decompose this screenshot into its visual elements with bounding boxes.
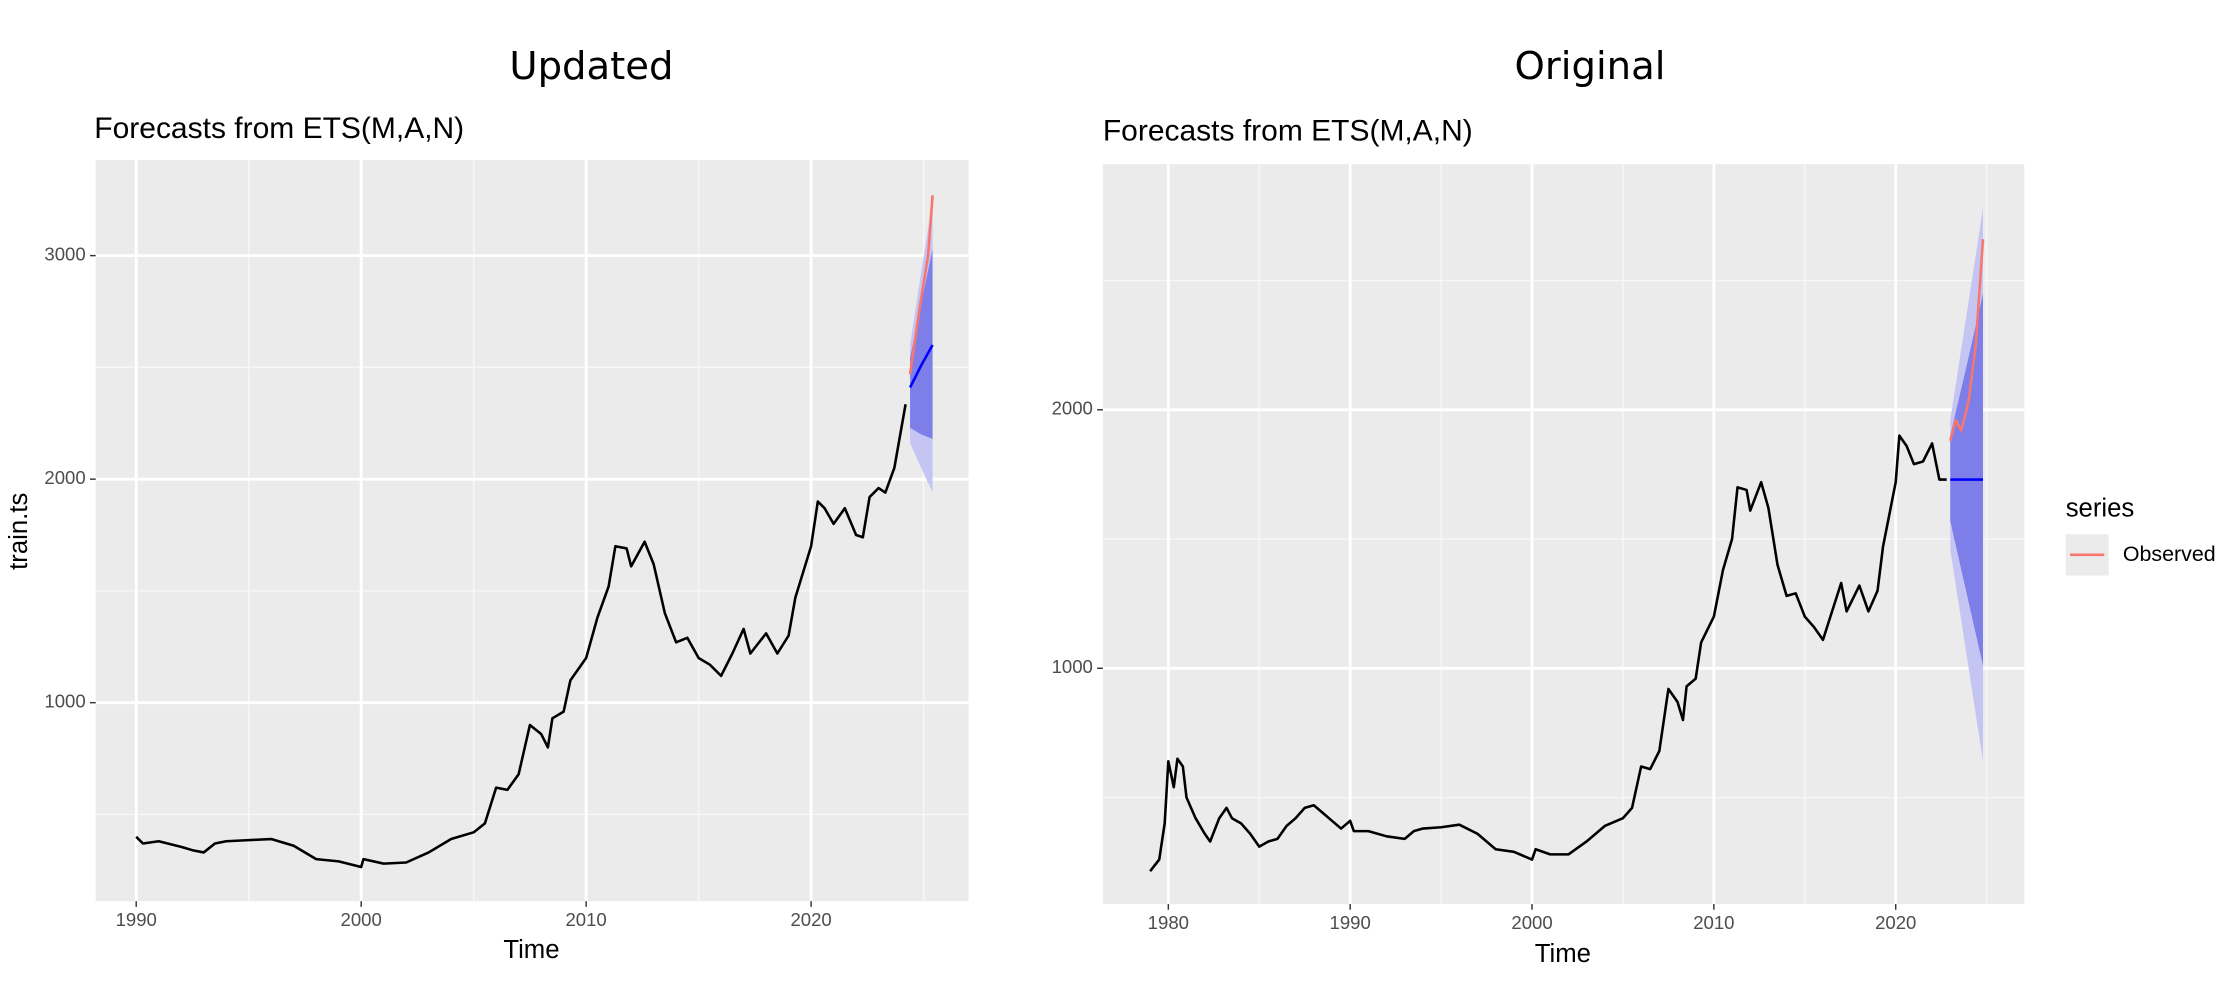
x-tick-label: 2020 [790, 909, 831, 930]
x-tick-label: 2000 [341, 909, 382, 930]
plot-panel [1102, 164, 2025, 905]
x-tick-label: 2000 [1511, 912, 1552, 933]
observed-line [908, 195, 934, 375]
y-tick-label: 2000 [1052, 398, 1093, 419]
x-tick-label: 2010 [1693, 912, 1734, 933]
y-tick-label: 2000 [44, 467, 85, 488]
x-tick-label: 1990 [1330, 912, 1371, 933]
y-tick-label: 1000 [1052, 656, 1093, 677]
observed-line [1949, 239, 1985, 442]
y-tick-label: 3000 [44, 244, 85, 265]
x-tick-label: 1980 [1148, 912, 1189, 933]
history-line [1149, 434, 1947, 872]
chart-subtitle: Forecasts from ETS(M,A,N) [1103, 115, 1473, 148]
y-axis-label: train.ts [5, 493, 33, 570]
chart-title: Updated [509, 44, 673, 89]
y-tick-label: 1000 [44, 691, 85, 712]
x-tick-label: 2020 [1875, 912, 1916, 933]
x-axis-label: Time [503, 936, 559, 964]
legend-title: series [2066, 495, 2135, 523]
chart-title: Original [1515, 44, 1666, 89]
forecast-line [908, 344, 934, 389]
plot-panel [95, 159, 969, 902]
history-line [135, 404, 907, 869]
chart-subtitle: Forecasts from ETS(M,A,N) [94, 112, 464, 145]
x-tick-label: 2010 [565, 909, 606, 930]
prediction-interval [910, 248, 933, 439]
x-axis-label: Time [1535, 940, 1591, 968]
legend-label: Observed [2123, 542, 2216, 566]
x-tick-label: 1990 [116, 909, 157, 930]
